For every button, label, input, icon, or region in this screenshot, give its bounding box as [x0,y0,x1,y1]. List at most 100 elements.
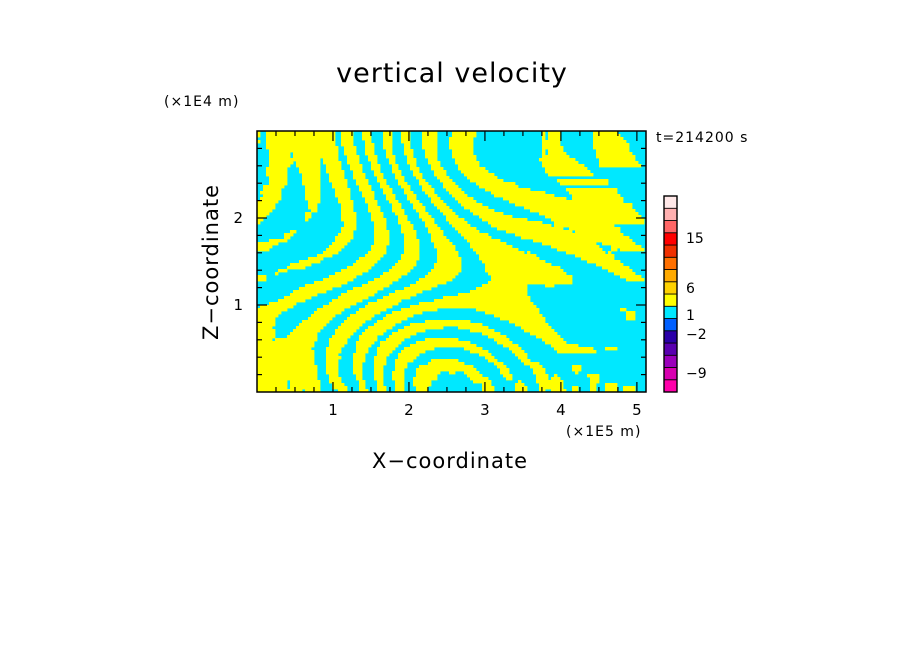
field-cell [263,185,285,189]
field-cell [260,191,282,195]
field-cell [299,167,321,171]
field-cell [485,266,561,270]
field-cell [509,347,522,351]
field-cell [329,380,342,384]
field-cell [392,170,402,174]
field-cell [551,389,567,392]
field-cell [470,209,495,213]
field-cell [371,248,387,252]
field-cell [368,281,393,285]
field-cell [593,140,627,144]
field-cell [353,353,366,357]
field-cell [470,329,495,333]
field-cell [350,167,363,171]
field-cell [257,308,288,312]
field-cell [257,332,276,336]
field-cell [311,209,318,213]
field-cell [476,308,540,312]
field-cell [458,167,486,171]
field-cell [368,206,381,210]
field-cell [257,200,279,204]
field-cell [425,149,438,153]
field-cell [392,371,405,375]
field-cell [428,362,465,366]
field-cell [389,161,396,165]
field-cell [392,377,405,381]
field-cell [386,152,393,156]
field-cell [383,317,408,321]
field-cell [500,317,546,321]
field-cell [425,320,471,324]
field-cell [452,149,474,153]
field-cell [392,203,402,207]
field-cell [506,377,513,381]
field-cell [431,167,444,171]
colorbar-swatch [663,232,678,246]
field-cell [413,173,423,177]
field-cell [269,155,291,159]
field-cell [374,221,387,225]
field-cell [530,332,558,336]
field-cell [446,188,462,192]
field-cell [257,131,261,135]
field-cell [302,176,321,180]
field-cell [596,152,633,156]
field-cell [392,209,405,213]
field-cell [428,194,438,198]
field-cell [476,287,528,291]
field-cell [257,371,318,375]
field-cell [374,362,387,366]
field-cell [395,386,405,390]
field-cell [374,233,390,237]
field-cell [374,368,384,372]
field-cell [410,200,420,204]
field-cell [590,383,597,387]
field-cell [374,170,381,174]
field-cell [509,320,546,324]
field-cell [425,152,438,156]
field-cell [479,257,540,261]
field-cell [425,338,459,342]
field-cell [356,260,378,264]
field-cell [341,131,354,135]
field-cell [356,374,363,378]
field-cell [404,143,411,147]
field-cell [599,161,639,165]
field-cell [338,389,348,392]
field-cell [494,362,504,366]
field-cell [257,245,273,249]
field-cell [542,155,570,159]
field-cell [425,275,456,279]
field-cell [473,380,492,384]
field-cell [539,212,639,216]
field-cell [431,239,450,243]
field-cell [470,242,507,246]
field-cell [305,389,321,392]
field-cell [548,137,561,141]
field-cell [341,134,354,138]
field-cell [329,245,345,249]
field-cell [383,140,393,144]
field-cell [377,350,393,354]
field-cell [593,143,630,147]
field-cell [557,248,603,252]
field-cell [290,263,312,267]
field-cell [401,224,414,228]
field-cell [335,236,354,240]
field-cell [377,176,384,180]
field-cell [392,206,402,210]
field-cell [269,149,339,153]
field-cell [602,266,630,270]
field-cell [359,386,366,390]
field-cell [386,314,414,318]
field-cell [401,254,420,258]
field-cell [257,386,288,390]
field-cell [353,173,366,177]
field-cell [437,260,462,264]
field-cell [626,311,636,315]
field-cell [356,311,381,315]
field-cell [344,152,357,156]
field-cell [422,185,432,189]
field-cell [626,314,636,318]
field-cell [446,215,459,219]
